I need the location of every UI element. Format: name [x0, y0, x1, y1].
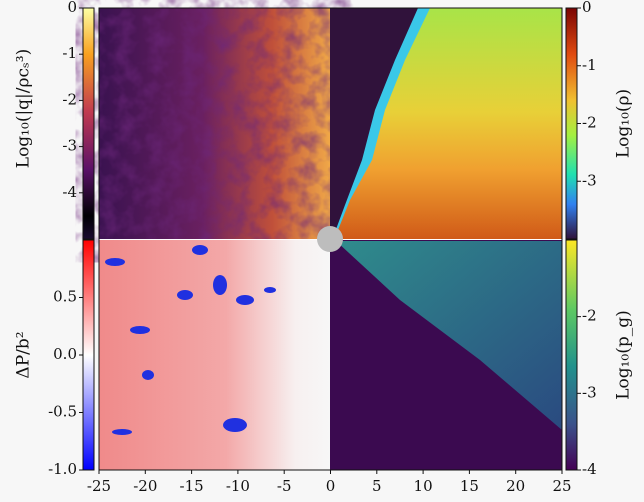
image-panels — [98, 7, 563, 471]
flux-texture — [99, 8, 330, 239]
pressure-spots — [105, 245, 276, 435]
colorbar-tick-label: -2 — [62, 90, 77, 108]
x-tick-label: 0 — [326, 477, 336, 495]
colorbar-tick-label: -3 — [62, 137, 77, 155]
colorbar-label: Log₁₀(ρ) — [614, 89, 634, 158]
colorbar-tick-label: 0 — [67, 0, 77, 16]
colorbar-tick-label: -4 — [582, 460, 597, 478]
x-tick-label: -20 — [133, 477, 157, 495]
colorbar — [565, 239, 578, 471]
x-tick-label: 15 — [460, 477, 479, 495]
colorbar-tick-label: 0.0 — [53, 345, 77, 363]
x-tick-label: 10 — [414, 477, 433, 495]
colorbar — [82, 239, 95, 471]
x-tick-label: 25 — [552, 477, 571, 495]
central-object — [317, 226, 343, 252]
x-tick-label: -25 — [87, 477, 111, 495]
colorbar-tick-label: -2 — [582, 114, 597, 132]
x-tick-label: -10 — [226, 477, 250, 495]
colorbar-tick-label: -3 — [582, 171, 597, 189]
colorbar-tick-label: -3 — [582, 383, 597, 401]
colorbar-tick-label: -2 — [582, 307, 597, 325]
x-tick-label: 5 — [372, 477, 382, 495]
colorbar-tick-label: -0.5 — [48, 403, 77, 421]
x-tick-label: -5 — [277, 477, 292, 495]
gas-pressure-wedge — [336, 241, 562, 430]
colorbar-tick-label: 0 — [582, 0, 592, 16]
colorbar-tick-label: 0.5 — [53, 288, 77, 306]
colorbar-label: ΔP/b² — [14, 331, 34, 378]
colorbar-label: Log₁₀(p_g) — [614, 310, 634, 400]
density-void — [330, 8, 418, 239]
pressure-map — [99, 240, 330, 470]
x-tick-label: 20 — [506, 477, 525, 495]
colorbar-tick-label: -1 — [582, 56, 597, 74]
x-tick-label: -15 — [180, 477, 204, 495]
colorbar-tick-label: -4 — [62, 183, 77, 201]
colorbar-tick-label: -1 — [62, 44, 77, 62]
colorbar-tick-label: -1.0 — [48, 460, 77, 478]
colorbar-label: Log₁₀(|q|/ρcₛ³) — [14, 49, 34, 168]
colorbar — [82, 7, 95, 240]
colorbar — [565, 7, 578, 240]
